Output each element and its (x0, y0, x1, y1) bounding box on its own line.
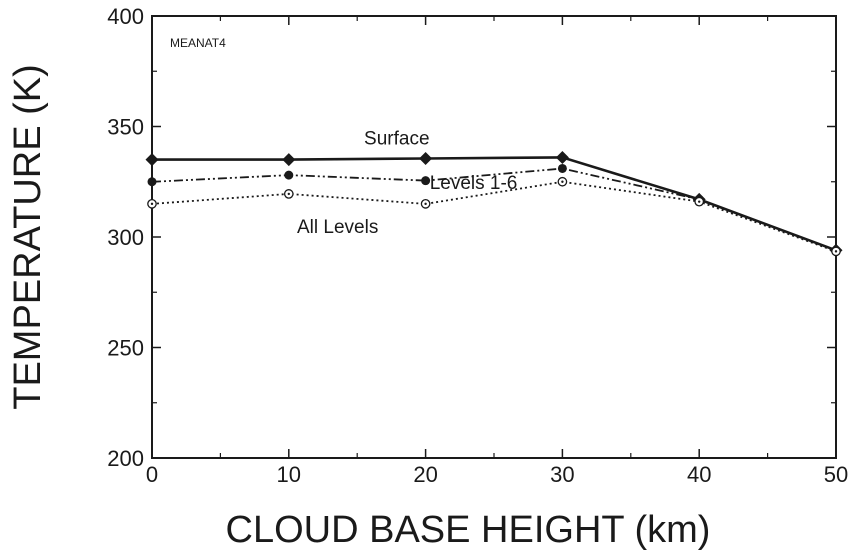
y-tick-label: 250 (107, 336, 144, 361)
series-line-surface (152, 156, 837, 252)
data-point-levels-1-6 (421, 176, 431, 186)
series-labels: Surface Levels 1-6 All Levels (297, 129, 517, 238)
series-line-levels-1-6 (151, 167, 837, 252)
data-point-center-all-levels (424, 202, 427, 206)
data-point-surface (282, 153, 296, 167)
series-label-levels-1-6: Levels 1-6 (430, 173, 518, 194)
series-label-surface: Surface (364, 129, 429, 150)
x-tick-label: 20 (413, 462, 437, 487)
y-tick-label: 200 (107, 446, 144, 471)
series-lines (151, 156, 837, 253)
data-point-surface (145, 153, 159, 167)
data-point-levels-1-6 (147, 177, 157, 187)
y-tick-label: 350 (107, 115, 144, 140)
x-tick-label: 0 (146, 462, 158, 487)
x-tick-label: 40 (687, 462, 711, 487)
x-axis-ticks: 0 10 20 30 40 50 (146, 16, 848, 487)
x-tick-label: 10 (277, 462, 301, 487)
data-point-center-all-levels (561, 180, 564, 183)
data-point-levels-1-6 (284, 170, 294, 180)
data-point-center-all-levels (150, 202, 154, 206)
y-tick-label: 400 (107, 4, 144, 29)
series-label-all-levels: All Levels (297, 217, 378, 238)
plot-tag: MEANAT4 (170, 36, 226, 50)
x-tick-label: 30 (550, 462, 574, 487)
data-point-surface (555, 150, 569, 164)
y-axis-title: TEMPERATURE (K) (7, 64, 49, 410)
series-markers (145, 150, 843, 257)
x-axis-title: CLOUD BASE HEIGHT (km) (226, 509, 711, 551)
plot-frame (151, 15, 837, 459)
data-point-levels-1-6 (557, 163, 567, 173)
series-line-all-levels (151, 180, 837, 253)
data-point-surface (419, 152, 433, 166)
data-point-center-all-levels (834, 250, 838, 253)
y-axis-ticks: 200 250 300 350 400 (107, 4, 836, 471)
y-tick-label: 300 (107, 225, 144, 250)
data-point-center-all-levels (287, 192, 290, 196)
data-point-center-all-levels (698, 200, 701, 203)
x-tick-label: 50 (824, 462, 848, 487)
